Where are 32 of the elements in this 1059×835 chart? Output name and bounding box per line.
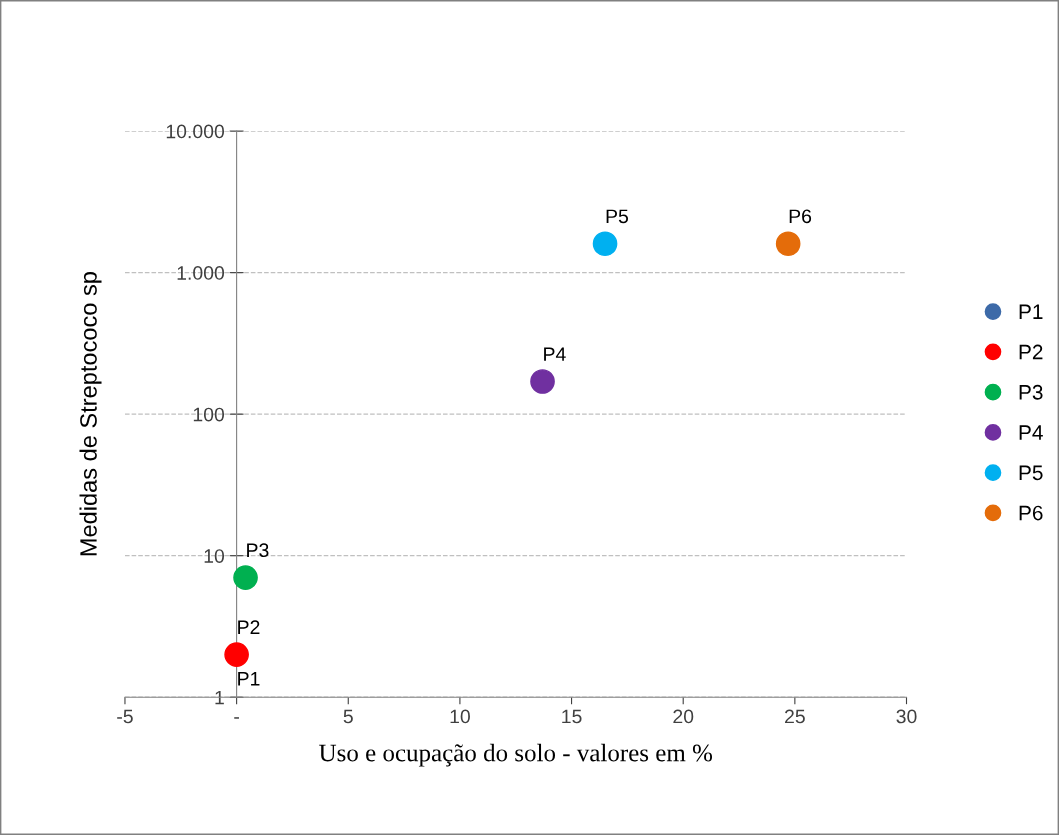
annotation: P1 xyxy=(238,672,260,686)
legend-label: P2 xyxy=(1019,344,1043,360)
x-tick-label: - xyxy=(234,717,239,719)
x-tick-label: 30 xyxy=(896,709,917,724)
annotation: P4 xyxy=(544,347,566,361)
x-tick-label: 15 xyxy=(562,709,582,724)
annotation: P3 xyxy=(247,543,269,558)
point xyxy=(224,642,249,667)
x-tick-label: 20 xyxy=(673,709,694,724)
x-axis-title: Uso e ocupação do solo - valores em % xyxy=(319,743,713,767)
annotation: P5 xyxy=(606,209,629,224)
y-axis-title: Medidas de Streptococo sp xyxy=(79,272,102,556)
y-tick-label: 100 xyxy=(193,407,225,422)
point xyxy=(530,369,555,394)
y-tick-label: 1 xyxy=(215,690,224,705)
x-tick-label: -5 xyxy=(117,709,133,724)
annotation: P2 xyxy=(238,620,260,634)
x-tick-label: 25 xyxy=(785,709,805,724)
legend-label: P6 xyxy=(1019,505,1043,521)
point xyxy=(233,565,258,590)
annotation: P6 xyxy=(789,209,812,224)
y-tick-label: 10 xyxy=(204,549,225,563)
y-tick-label: 10.000 xyxy=(166,124,225,139)
point xyxy=(592,231,618,257)
legend-label: P1 xyxy=(1019,304,1043,319)
y-tick-label: 1.000 xyxy=(177,266,225,280)
x-tick-label: 5 xyxy=(343,709,353,724)
legend-label: P4 xyxy=(1019,425,1043,440)
x-tick-label: 10 xyxy=(450,709,470,724)
legend-label: P3 xyxy=(1019,384,1043,400)
point xyxy=(775,231,801,257)
legend-label: P5 xyxy=(1019,465,1043,481)
